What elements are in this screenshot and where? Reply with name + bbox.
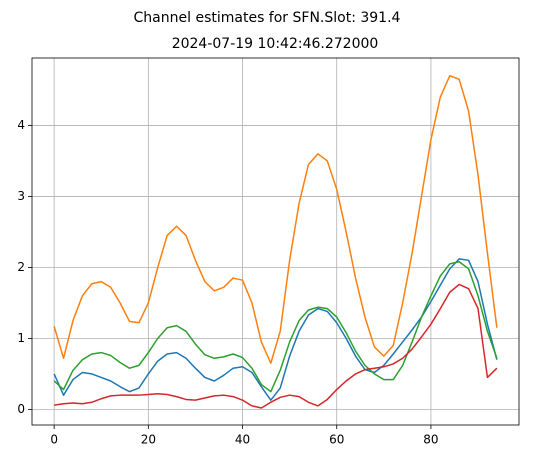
- plot-frame: [31, 57, 520, 426]
- series-line: [53, 260, 498, 393]
- y-tick-label: 1: [17, 331, 25, 345]
- x-tick-label: 80: [423, 433, 438, 447]
- series-line: [53, 74, 498, 364]
- series-line: [53, 258, 498, 401]
- y-tick-label: 3: [17, 189, 25, 203]
- y-tick-label: 4: [17, 118, 25, 132]
- y-tick-label: 2: [17, 260, 25, 274]
- x-tick-label: 60: [329, 433, 344, 447]
- chart-subtitle: 2024-07-19 10:42:46.272000: [172, 36, 379, 52]
- x-tick-label: 40: [235, 433, 250, 447]
- series-line: [54, 283, 498, 409]
- x-tick-label: 0: [50, 433, 58, 447]
- x-tick-label: 20: [141, 433, 156, 447]
- y-tick-label: 0: [17, 402, 25, 416]
- chart-title: Channel estimates for SFN.Slot: 391.4: [134, 10, 401, 26]
